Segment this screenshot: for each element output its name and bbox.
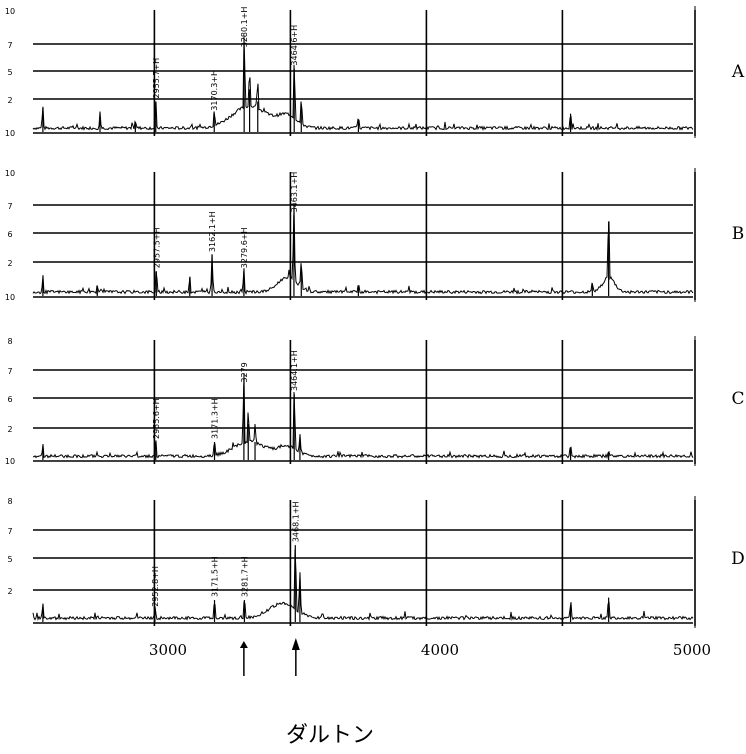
spectra-figure: 10 7 5 2 10 2955.7+H 3170.3+H 3280.1+H 3464.6+H A… [0, 0, 746, 754]
spectrum-trace [33, 549, 693, 619]
y-tick-label: 10 [5, 293, 15, 302]
peak-label: 3464.1+H [290, 350, 299, 391]
spectrum-trace [33, 373, 693, 458]
peak-label: 3170.3+H [210, 70, 219, 111]
y-tick-label: 6 [7, 395, 12, 404]
peak-label: 3171.5+H [211, 556, 220, 597]
y-tick-label: 5 [7, 68, 12, 77]
peak-label: 3279.6+H [240, 227, 249, 268]
spectrum-trace [33, 36, 693, 130]
y-tick-label: 7 [7, 367, 12, 376]
y-tick-label: 10 [5, 169, 15, 178]
y-tick-label: 5 [7, 555, 12, 564]
peak-label: 2955.7+H [152, 58, 161, 99]
peak-label: 3281.7+H [240, 556, 249, 597]
y-tick-label: 2 [7, 425, 12, 434]
peak-label: 2952.8+H [151, 566, 160, 607]
peak-label: 3463.1+H [290, 172, 299, 213]
panel-label: D [731, 549, 745, 569]
peak-label: 3171.3+H [211, 398, 220, 439]
x-tick-label: 5000 [673, 641, 711, 659]
y-tick-label: 2 [7, 259, 12, 268]
y-tick-label: 10 [5, 7, 15, 16]
y-tick-label: 10 [5, 129, 15, 138]
mass-spectra-chart: 10 7 5 2 10 2955.7+H 3170.3+H 3280.1+H 3464.6+H A… [0, 0, 746, 754]
arrow-head-icon [292, 638, 300, 650]
peak-label: 3162.1+H [208, 211, 217, 252]
peak-label: 3279 [240, 362, 249, 382]
x-axis-label: ダルトン [286, 723, 374, 748]
x-tick-label: 3000 [149, 641, 187, 659]
panel-label: B [732, 224, 745, 244]
peak-label: 3464.6+H [290, 25, 299, 66]
y-tick-label: 6 [7, 230, 12, 239]
y-tick-label: 7 [7, 41, 12, 50]
x-tick-label: 4000 [421, 641, 459, 659]
y-tick-label: 10 [5, 457, 15, 466]
y-tick-label: 2 [7, 96, 12, 105]
y-tick-label: 7 [7, 202, 12, 211]
y-tick-label: 7 [7, 527, 12, 536]
y-tick-label: 8 [7, 497, 12, 506]
peak-label: 2955.6+H [152, 398, 161, 439]
peak-label: 3280.1+H [240, 7, 249, 48]
panel-label: C [731, 389, 744, 409]
y-tick-label: 2 [7, 587, 12, 596]
peak-label: 3468.1+H [291, 501, 300, 542]
peak-label: 2957.5+H [152, 227, 161, 268]
panel-label: A [731, 62, 745, 82]
y-tick-label: 8 [7, 337, 12, 346]
spectrum-trace [33, 203, 693, 293]
arrow-head-icon [240, 641, 248, 648]
